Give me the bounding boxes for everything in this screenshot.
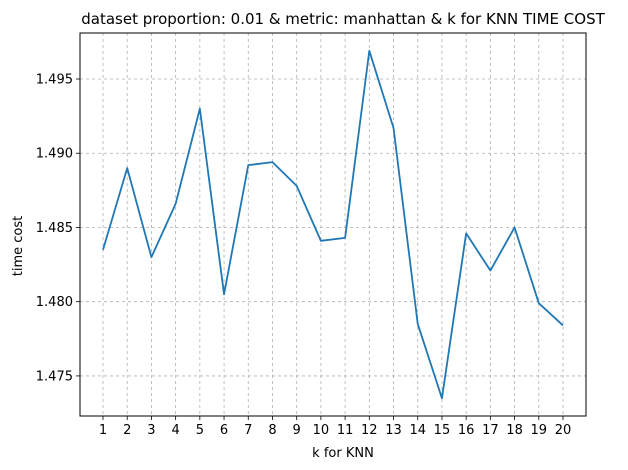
y-tick-label: 1.490 (36, 147, 73, 162)
x-tick-label: 15 (434, 423, 451, 438)
tick-labels: 1 2 3 4 5 6 7 8 9 10 11 12 13 14 15 16 17 18 19 201.4751.48… (36, 73, 571, 438)
x-axis-label: k for KNN (312, 446, 374, 461)
x-tick-label: 19 (531, 423, 548, 438)
x-tick-label: 20 (555, 423, 572, 438)
y-tick-label: 1.485 (36, 221, 73, 236)
chart-title: dataset proportion: 0.01 & metric: manha… (81, 10, 605, 28)
grid-lines (80, 33, 586, 416)
x-tick-label: 3 (147, 423, 155, 438)
x-tick-label: 1 (99, 423, 107, 438)
x-tick-label: 11 (337, 423, 354, 438)
x-tick-label: 8 (268, 423, 276, 438)
axis-ticks (76, 78, 564, 420)
x-tick-label: 7 (244, 423, 252, 438)
x-tick-label: 16 (458, 423, 475, 438)
x-tick-label: 9 (293, 423, 301, 438)
x-tick-label: 18 (506, 423, 523, 438)
series-layer (102, 49, 564, 400)
x-tick-label: 4 (171, 423, 179, 438)
x-tick-label: 12 (361, 423, 378, 438)
y-tick-label: 1.475 (36, 369, 73, 384)
x-tick-label: 6 (220, 423, 228, 438)
series-line (102, 49, 564, 400)
x-tick-label: 14 (409, 423, 426, 438)
x-tick-label: 5 (196, 423, 204, 438)
y-tick-label: 1.480 (36, 295, 73, 310)
y-tick-label: 1.495 (36, 73, 73, 88)
x-tick-label: 13 (385, 423, 402, 438)
x-tick-label: 17 (482, 423, 499, 438)
plot-frame (79, 32, 587, 417)
x-tick-label: 10 (313, 423, 330, 438)
y-axis-label: time cost (11, 216, 26, 276)
x-tick-label: 2 (123, 423, 131, 438)
